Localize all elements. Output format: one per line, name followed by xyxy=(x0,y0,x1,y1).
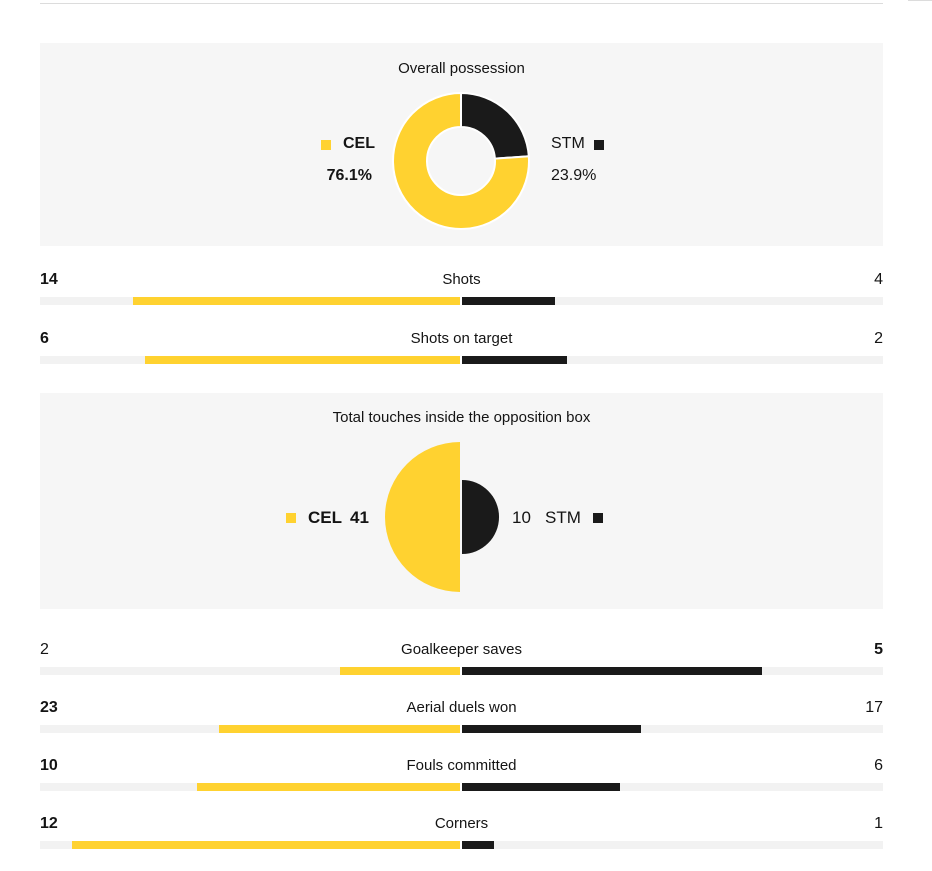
stat-home-value: 12 xyxy=(40,815,58,832)
stat-name: Corners xyxy=(434,815,489,832)
stat-bar-home xyxy=(72,841,460,849)
stat-name: Aerial duels won xyxy=(406,699,517,716)
possession-donut-chart xyxy=(392,91,530,230)
stat-bar-track xyxy=(40,841,883,849)
away-possession-value: 23.9% xyxy=(551,167,597,184)
stat-away-value: 1 xyxy=(874,815,883,832)
possession-title: Overall possession xyxy=(398,60,525,77)
stat-away-value: 5 xyxy=(874,641,883,658)
stat-bar-divider xyxy=(460,356,462,364)
stat-name: Fouls committed xyxy=(406,757,517,774)
home-team-label: CEL xyxy=(343,135,375,152)
possession-panel: Overall possession CEL 76.1% STM 23.9% xyxy=(40,43,883,246)
away-team-label: STM xyxy=(551,135,585,152)
stat-bar-home xyxy=(219,725,460,733)
stat-bar-divider xyxy=(460,725,462,733)
touches-half-cel xyxy=(385,442,460,592)
stat-bar-away xyxy=(462,667,762,675)
stat-away-value: 4 xyxy=(874,271,883,288)
stat-row: 12 Corners 1 xyxy=(40,814,883,854)
top-divider-right xyxy=(908,0,932,1)
stat-bar-divider xyxy=(460,667,462,675)
stat-bar-away xyxy=(462,725,641,733)
stat-row: 14 Shots 4 xyxy=(40,270,883,310)
stat-bar-track xyxy=(40,356,883,364)
stat-home-value: 2 xyxy=(40,641,49,658)
stat-bar-track xyxy=(40,297,883,305)
stat-bar-home xyxy=(197,783,460,791)
home-legend-swatch xyxy=(321,140,331,150)
stat-bar-home xyxy=(340,667,460,675)
stat-home-value: 10 xyxy=(40,757,58,774)
touches-panel: Total touches inside the opposition box … xyxy=(40,393,883,609)
possession-slice-cel xyxy=(392,91,530,230)
stat-bar-home xyxy=(145,356,460,364)
possession-slice-stm xyxy=(460,91,530,160)
stat-row: 6 Shots on target 2 xyxy=(40,329,883,369)
away-touches-value: 10 xyxy=(512,508,531,527)
stat-row: 23 Aerial duels won 17 xyxy=(40,698,883,738)
stat-name: Goalkeeper saves xyxy=(401,641,522,658)
home-legend-swatch xyxy=(286,513,296,523)
home-team-label: CEL xyxy=(308,508,342,527)
stat-bar-away xyxy=(462,783,620,791)
stat-name: Shots xyxy=(442,271,481,288)
stat-bar-away xyxy=(462,841,494,849)
stat-home-value: 23 xyxy=(40,699,58,716)
away-team-label: STM xyxy=(545,508,581,527)
stat-home-value: 6 xyxy=(40,330,49,347)
away-legend-swatch xyxy=(593,513,603,523)
stat-name: Shots on target xyxy=(410,330,513,347)
home-possession-value: 76.1% xyxy=(326,167,372,184)
stat-bar-track xyxy=(40,667,883,675)
stat-away-value: 6 xyxy=(874,757,883,774)
stat-bar-away xyxy=(462,356,567,364)
touches-half-circle-chart xyxy=(385,442,500,592)
home-touches-value: 41 xyxy=(350,508,369,527)
stat-away-value: 17 xyxy=(865,699,883,716)
stat-bar-track xyxy=(40,783,883,791)
stat-home-value: 14 xyxy=(40,271,58,288)
touches-half-stm xyxy=(462,479,500,555)
stat-bar-divider xyxy=(460,297,462,305)
away-legend-swatch xyxy=(594,140,604,150)
stat-row: 2 Goalkeeper saves 5 xyxy=(40,640,883,680)
top-divider xyxy=(40,3,883,4)
stat-bar-track xyxy=(40,725,883,733)
stat-bar-divider xyxy=(460,841,462,849)
stat-bar-home xyxy=(133,297,460,305)
stat-away-value: 2 xyxy=(874,330,883,347)
touches-title: Total touches inside the opposition box xyxy=(332,409,591,426)
stat-row: 10 Fouls committed 6 xyxy=(40,756,883,796)
stat-bar-divider xyxy=(460,783,462,791)
stat-bar-away xyxy=(462,297,555,305)
